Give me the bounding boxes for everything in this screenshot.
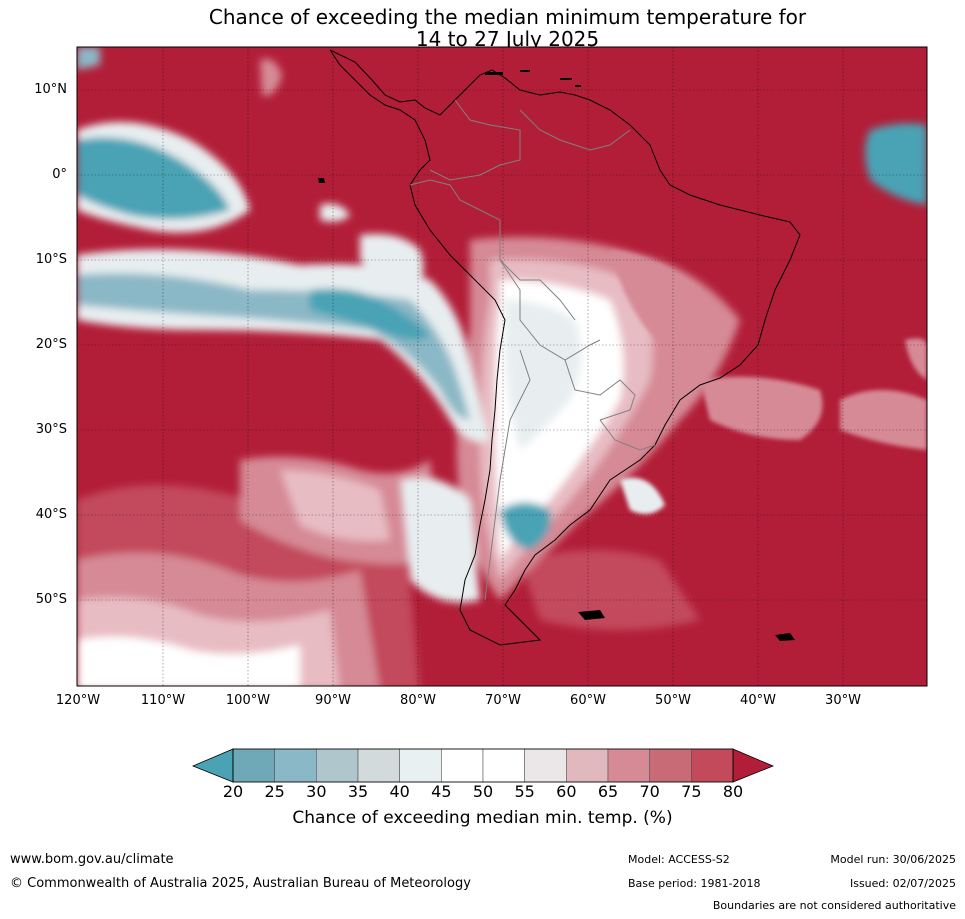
lon-label-60w: 60°W: [570, 693, 606, 708]
colorbar-cell: [441, 748, 484, 783]
base-period: Base period: 1981-2018: [628, 877, 761, 890]
colorbar-frame: [232, 748, 734, 783]
lon-label-70w: 70°W: [485, 693, 521, 708]
colorbar-cell: [649, 748, 692, 783]
colorbar-tick-label: 80: [722, 782, 744, 801]
lon-label-40w: 40°W: [740, 693, 776, 708]
lat-label-30s: 30°S: [35, 422, 67, 437]
colorbar-cell: [357, 748, 400, 783]
colorbar-tick-label: 35: [347, 782, 369, 801]
colorbar-tick-label: 65: [597, 782, 619, 801]
colorbar-tick-label: 70: [639, 782, 660, 801]
model-name: Model: ACCESS-S2: [628, 853, 730, 866]
colorbar-tick-label: 30: [306, 782, 327, 801]
colorbar-tick-label: 60: [556, 782, 577, 801]
lat-label-10s: 10°S: [35, 252, 67, 267]
map-frame: [76, 46, 928, 687]
lon-label-80w: 80°W: [400, 693, 436, 708]
lon-label-120w: 120°W: [55, 693, 101, 708]
colorbar-cell: [607, 748, 650, 783]
lon-label-90w: 90°W: [315, 693, 351, 708]
brazil-atlantic-anomaly: [610, 250, 927, 514]
lon-label-50w: 50°W: [655, 693, 691, 708]
islands: [318, 70, 795, 641]
boundaries-note: Boundaries are not considered authoritat…: [712, 899, 956, 912]
colorbar-cell: [232, 748, 275, 783]
colorbar-tick-label: 40: [389, 782, 410, 801]
colorbar-cell: [274, 748, 317, 783]
colorbar-left-arrow: [191, 748, 234, 783]
colorbar-cell: [524, 748, 567, 783]
lat-label-50s: 50°S: [35, 592, 67, 607]
colorbar-title: Chance of exceeding median min. temp. (%…: [292, 808, 673, 828]
lat-label-20s: 20°S: [35, 337, 67, 352]
colorbar-tick-label: 75: [681, 782, 702, 801]
country-borders: [409, 99, 656, 601]
model-run-date: Model run: 30/06/2025: [830, 853, 956, 866]
colorbar-tick-label: 20: [222, 782, 244, 801]
colorbar-tick-label: 55: [514, 782, 535, 801]
colorbar-tick-label: 50: [472, 782, 494, 801]
tropical-pacific-cool-band: [77, 47, 927, 443]
southern-ocean-anomaly: [77, 456, 700, 686]
lat-label-40s: 40°S: [35, 507, 67, 522]
issued-date: Issued: 02/07/2025: [849, 877, 956, 890]
chart-title-line-2: 14 to 27 July 2025: [415, 27, 600, 51]
colorbar-cell: [482, 748, 525, 783]
colorbar-right-arrow: [732, 748, 775, 783]
chart-title-line-1: Chance of exceeding the median minimum t…: [208, 5, 807, 29]
bom-url-link[interactable]: www.bom.gov.au/climate: [10, 852, 174, 867]
colorbar-cell: [399, 748, 442, 783]
lon-label-110w: 110°W: [140, 693, 186, 708]
lat-label-10n: 10°N: [34, 82, 67, 97]
lat-label-0: 0°: [52, 167, 67, 182]
colorbar-cell: [691, 748, 734, 783]
colorbar-tick-label: 45: [431, 782, 452, 801]
lon-label-30w: 30°W: [825, 693, 861, 708]
graticule: [77, 47, 927, 686]
copyright-text: © Commonwealth of Australia 2025, Austra…: [10, 876, 471, 891]
colorbar-cell: [316, 748, 359, 783]
coastline: [329, 49, 801, 646]
probability-map: [76, 46, 928, 687]
lon-label-100w: 100°W: [225, 693, 271, 708]
colorbar-tick-label: 25: [264, 782, 285, 801]
colorbar-cell: [566, 748, 609, 783]
